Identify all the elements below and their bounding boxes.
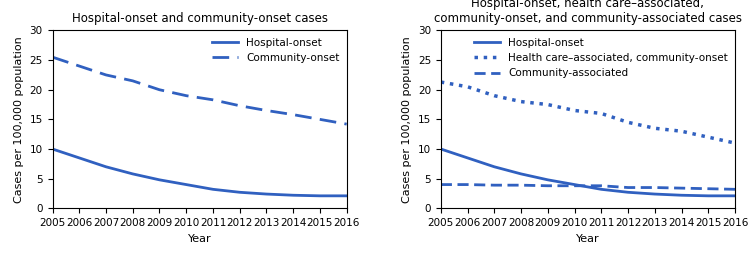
Hospital-onset xyxy=(490,165,499,168)
Line: Hospital-onset: Hospital-onset xyxy=(53,149,346,196)
Hospital-onset xyxy=(570,183,579,186)
X-axis label: Year: Year xyxy=(188,234,211,244)
Hospital-onset xyxy=(342,194,351,197)
Community-onset xyxy=(101,73,110,76)
Hospital-onset xyxy=(101,165,110,168)
Community-onset xyxy=(128,79,137,82)
Y-axis label: Cases per 100,000 population: Cases per 100,000 population xyxy=(402,36,412,203)
Hospital-onset xyxy=(543,178,552,181)
Community-associated xyxy=(597,184,606,187)
Community-associated xyxy=(517,184,526,187)
Line: Hospital-onset: Hospital-onset xyxy=(441,149,735,196)
Community-onset xyxy=(289,113,298,116)
Title: Hospital-onset, health care–associated,
community-onset, and community-associate: Hospital-onset, health care–associated, … xyxy=(434,0,742,25)
Line: Health care–associated, community-onset: Health care–associated, community-onset xyxy=(441,82,735,143)
Hospital-onset xyxy=(704,194,712,197)
Health care–associated, community-onset xyxy=(570,109,579,112)
Health care–associated, community-onset xyxy=(517,100,526,103)
Hospital-onset xyxy=(209,188,218,191)
Title: Hospital-onset and community-onset cases: Hospital-onset and community-onset cases xyxy=(71,12,328,25)
Hospital-onset xyxy=(128,172,137,176)
Hospital-onset xyxy=(436,148,445,151)
Community-associated xyxy=(436,183,445,186)
Community-onset xyxy=(236,104,244,107)
Hospital-onset xyxy=(236,191,244,194)
Community-associated xyxy=(570,184,579,187)
Community-onset xyxy=(75,65,84,68)
Health care–associated, community-onset xyxy=(623,121,632,124)
Health care–associated, community-onset xyxy=(463,85,472,88)
Health care–associated, community-onset xyxy=(597,112,606,115)
Legend: Hospital-onset, Community-onset: Hospital-onset, Community-onset xyxy=(208,34,344,67)
Community-onset xyxy=(48,56,57,59)
Hospital-onset xyxy=(730,194,740,197)
Community-associated xyxy=(543,184,552,187)
Y-axis label: Cases per 100,000 population: Cases per 100,000 population xyxy=(14,36,24,203)
Health care–associated, community-onset xyxy=(677,130,686,133)
Hospital-onset xyxy=(623,191,632,194)
Community-associated xyxy=(463,183,472,186)
Health care–associated, community-onset xyxy=(490,94,499,97)
Hospital-onset xyxy=(517,172,526,176)
Legend: Hospital-onset, Health care–associated, community-onset, Community-associated: Hospital-onset, Health care–associated, … xyxy=(470,34,732,82)
Health care–associated, community-onset xyxy=(650,127,659,130)
Hospital-onset xyxy=(262,193,271,196)
X-axis label: Year: Year xyxy=(576,234,600,244)
Community-onset xyxy=(316,118,325,121)
Hospital-onset xyxy=(316,194,325,197)
Health care–associated, community-onset xyxy=(543,103,552,106)
Community-associated xyxy=(623,186,632,189)
Hospital-onset xyxy=(597,188,606,191)
Line: Community-associated: Community-associated xyxy=(441,185,735,189)
Health care–associated, community-onset xyxy=(730,141,740,145)
Community-onset xyxy=(182,94,190,97)
Line: Community-onset: Community-onset xyxy=(53,57,346,124)
Hospital-onset xyxy=(155,178,164,181)
Hospital-onset xyxy=(48,148,57,151)
Community-onset xyxy=(155,88,164,91)
Hospital-onset xyxy=(677,194,686,197)
Community-onset xyxy=(342,123,351,126)
Community-associated xyxy=(677,187,686,190)
Health care–associated, community-onset xyxy=(436,81,445,84)
Community-onset xyxy=(209,98,218,101)
Health care–associated, community-onset xyxy=(704,136,712,139)
Hospital-onset xyxy=(289,194,298,197)
Hospital-onset xyxy=(182,183,190,186)
Community-associated xyxy=(730,188,740,191)
Community-associated xyxy=(490,184,499,187)
Community-associated xyxy=(650,186,659,189)
Community-onset xyxy=(262,109,271,112)
Hospital-onset xyxy=(463,156,472,160)
Community-associated xyxy=(704,187,712,190)
Hospital-onset xyxy=(75,156,84,160)
Hospital-onset xyxy=(650,193,659,196)
